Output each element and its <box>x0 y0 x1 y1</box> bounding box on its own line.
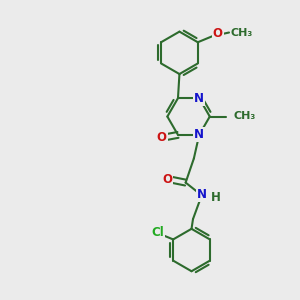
Text: N: N <box>197 188 207 202</box>
Text: N: N <box>194 128 204 141</box>
Text: CH₃: CH₃ <box>233 111 256 121</box>
Text: Cl: Cl <box>151 226 164 239</box>
Text: N: N <box>194 92 204 105</box>
Text: CH₃: CH₃ <box>230 28 252 38</box>
Text: O: O <box>162 172 172 186</box>
Text: O: O <box>157 131 167 144</box>
Text: H: H <box>211 191 221 204</box>
Text: O: O <box>213 28 223 40</box>
